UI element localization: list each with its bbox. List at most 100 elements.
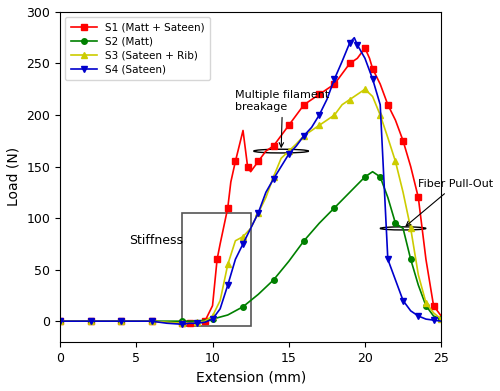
S3 (Sateen + Rib) — [408, 226, 414, 231]
S4 (Sateen) — [103, 319, 109, 323]
S1 (Matt + Sateen) — [366, 56, 372, 61]
S2 (Matt) — [316, 221, 322, 226]
S1 (Matt + Sateen) — [278, 133, 284, 138]
S3 (Sateen + Rib) — [430, 310, 436, 315]
S2 (Matt) — [430, 314, 436, 318]
S1 (Matt + Sateen) — [416, 195, 422, 200]
S1 (Matt + Sateen) — [134, 319, 140, 323]
S1 (Matt + Sateen) — [339, 72, 345, 76]
S4 (Sateen) — [301, 133, 307, 138]
S1 (Matt + Sateen) — [244, 164, 250, 169]
S3 (Sateen + Rib) — [134, 319, 140, 323]
S1 (Matt + Sateen) — [270, 143, 276, 148]
S1 (Matt + Sateen) — [210, 303, 216, 308]
S3 (Sateen + Rib) — [400, 190, 406, 195]
S3 (Sateen + Rib) — [392, 159, 398, 164]
S1 (Matt + Sateen) — [430, 303, 436, 308]
S4 (Sateen) — [88, 319, 94, 323]
S3 (Sateen + Rib) — [256, 211, 262, 215]
S4 (Sateen) — [430, 318, 436, 323]
Text: Stiffness: Stiffness — [128, 234, 182, 247]
S3 (Sateen + Rib) — [294, 142, 300, 146]
S3 (Sateen + Rib) — [88, 319, 94, 323]
S2 (Matt) — [301, 239, 307, 243]
S4 (Sateen) — [370, 77, 376, 81]
S3 (Sateen + Rib) — [72, 319, 78, 323]
S2 (Matt) — [57, 319, 63, 323]
S3 (Sateen + Rib) — [57, 319, 63, 323]
Bar — [182, 213, 250, 326]
S1 (Matt + Sateen) — [232, 159, 238, 164]
S2 (Matt) — [392, 221, 398, 226]
S2 (Matt) — [346, 190, 352, 195]
S1 (Matt + Sateen) — [72, 319, 78, 323]
S4 (Sateen) — [354, 43, 360, 47]
X-axis label: Extension (mm): Extension (mm) — [196, 370, 306, 384]
S3 (Sateen + Rib) — [416, 273, 422, 277]
S4 (Sateen) — [294, 143, 300, 148]
S3 (Sateen + Rib) — [301, 133, 307, 138]
S1 (Matt + Sateen) — [423, 257, 429, 262]
S1 (Matt + Sateen) — [408, 164, 414, 169]
S2 (Matt) — [400, 226, 406, 231]
S3 (Sateen + Rib) — [210, 314, 216, 318]
S2 (Matt) — [72, 319, 78, 323]
S4 (Sateen) — [416, 314, 422, 318]
S3 (Sateen + Rib) — [385, 135, 391, 140]
S2 (Matt) — [416, 283, 422, 287]
S3 (Sateen + Rib) — [186, 321, 192, 326]
S4 (Sateen) — [286, 152, 292, 156]
S1 (Matt + Sateen) — [164, 320, 170, 325]
S3 (Sateen + Rib) — [370, 94, 376, 99]
Line: S4 (Sateen): S4 (Sateen) — [58, 35, 444, 327]
S4 (Sateen) — [186, 321, 192, 326]
S4 (Sateen) — [270, 177, 276, 181]
S1 (Matt + Sateen) — [354, 56, 360, 61]
S1 (Matt + Sateen) — [148, 319, 154, 323]
S4 (Sateen) — [164, 321, 170, 326]
S4 (Sateen) — [217, 307, 223, 311]
S2 (Matt) — [164, 319, 170, 323]
S3 (Sateen + Rib) — [324, 118, 330, 122]
S2 (Matt) — [256, 292, 262, 297]
S4 (Sateen) — [316, 113, 322, 117]
S1 (Matt + Sateen) — [301, 102, 307, 107]
S2 (Matt) — [370, 169, 376, 174]
S3 (Sateen + Rib) — [438, 317, 444, 321]
S1 (Matt + Sateen) — [286, 123, 292, 128]
S4 (Sateen) — [408, 308, 414, 313]
S4 (Sateen) — [179, 322, 185, 326]
S4 (Sateen) — [72, 319, 78, 323]
S2 (Matt) — [148, 319, 154, 323]
S3 (Sateen + Rib) — [232, 239, 238, 243]
S2 (Matt) — [134, 319, 140, 323]
S4 (Sateen) — [400, 298, 406, 303]
S3 (Sateen + Rib) — [362, 87, 368, 91]
S2 (Matt) — [118, 319, 124, 323]
S4 (Sateen) — [377, 102, 383, 107]
S1 (Matt + Sateen) — [186, 321, 192, 326]
S1 (Matt + Sateen) — [202, 319, 208, 323]
S4 (Sateen) — [438, 319, 444, 323]
S4 (Sateen) — [362, 56, 368, 61]
S4 (Sateen) — [423, 317, 429, 321]
S4 (Sateen) — [278, 164, 284, 169]
S1 (Matt + Sateen) — [392, 118, 398, 122]
S1 (Matt + Sateen) — [103, 319, 109, 323]
S1 (Matt + Sateen) — [332, 82, 338, 86]
S3 (Sateen + Rib) — [278, 156, 284, 161]
S3 (Sateen + Rib) — [217, 298, 223, 303]
S2 (Matt) — [362, 174, 368, 179]
S4 (Sateen) — [256, 211, 262, 215]
Legend: S1 (Matt + Sateen), S2 (Matt), S3 (Sateen + Rib), S4 (Sateen): S1 (Matt + Sateen), S2 (Matt), S3 (Satee… — [66, 17, 210, 80]
Line: S1 (Matt + Sateen): S1 (Matt + Sateen) — [58, 45, 444, 326]
S3 (Sateen + Rib) — [346, 97, 352, 102]
S3 (Sateen + Rib) — [286, 149, 292, 153]
S1 (Matt + Sateen) — [370, 66, 376, 71]
Y-axis label: Load (N): Load (N) — [7, 147, 21, 206]
S3 (Sateen + Rib) — [248, 226, 254, 231]
S4 (Sateen) — [210, 317, 216, 321]
Text: Fiber Pull-Out: Fiber Pull-Out — [406, 179, 494, 226]
S1 (Matt + Sateen) — [385, 102, 391, 107]
S4 (Sateen) — [339, 59, 345, 64]
